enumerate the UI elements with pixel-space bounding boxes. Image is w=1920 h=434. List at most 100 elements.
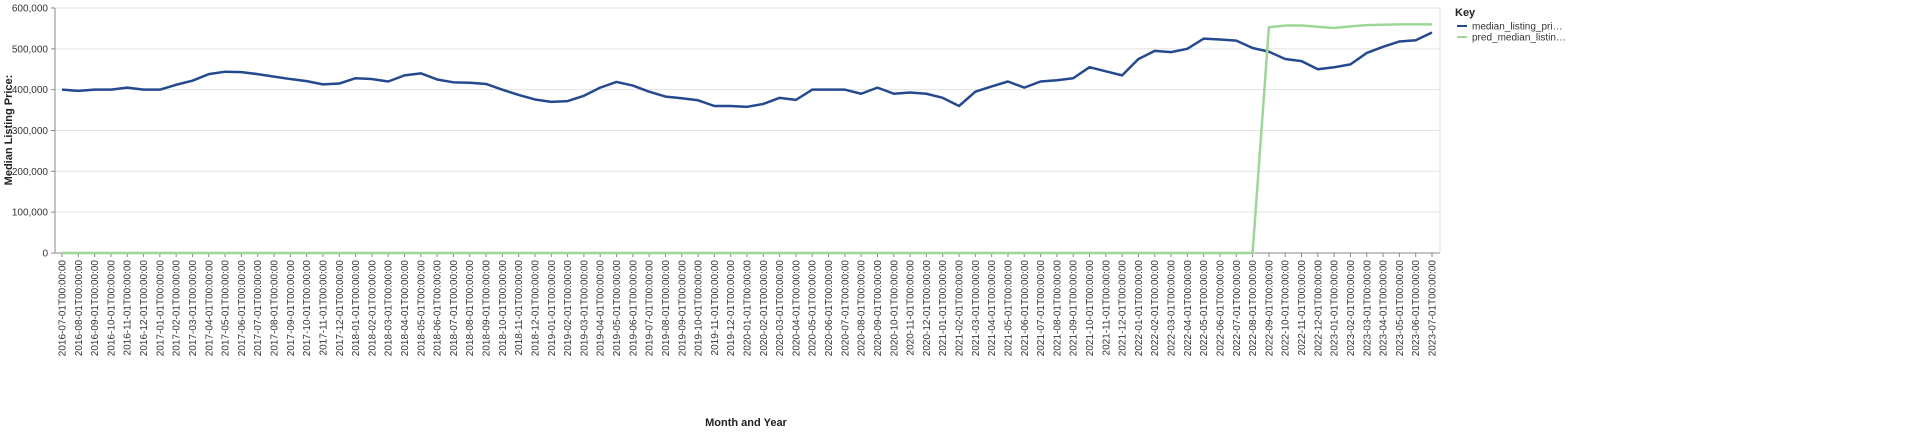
x-tick-label: 2018-05-01T00:00:00 bbox=[416, 260, 427, 357]
x-tick-label: 2021-12-01T00:00:00 bbox=[1118, 260, 1129, 357]
x-tick-label: 2018-06-01T00:00:00 bbox=[433, 260, 444, 357]
x-tick-label: 2017-08-01T00:00:00 bbox=[270, 260, 281, 357]
x-tick-label: 2021-08-01T00:00:00 bbox=[1052, 260, 1063, 357]
x-tick-label: 2020-09-01T00:00:00 bbox=[873, 260, 884, 357]
x-tick-label: 2021-05-01T00:00:00 bbox=[1003, 260, 1014, 357]
y-tick-label: 100,000 bbox=[12, 208, 49, 219]
x-tick-label: 2018-02-01T00:00:00 bbox=[367, 260, 378, 357]
x-tick-label: 2018-04-01T00:00:00 bbox=[400, 260, 411, 357]
x-tick-label: 2021-04-01T00:00:00 bbox=[987, 260, 998, 357]
x-tick-label: 2019-03-01T00:00:00 bbox=[579, 260, 590, 357]
x-tick-label: 2020-08-01T00:00:00 bbox=[857, 260, 868, 357]
y-axis-title: Median Listing Price: bbox=[3, 75, 15, 186]
x-tick-label: 2020-12-01T00:00:00 bbox=[922, 260, 933, 357]
x-tick-label: 2022-08-01T00:00:00 bbox=[1248, 260, 1259, 357]
line-series bbox=[62, 23, 1432, 255]
y-tick-label: 500,000 bbox=[12, 44, 49, 55]
x-tick-label: 2017-04-01T00:00:00 bbox=[204, 260, 215, 357]
x-tick-label: 2019-01-01T00:00:00 bbox=[547, 260, 558, 357]
x-tick-label: 2016-08-01T00:00:00 bbox=[74, 260, 85, 357]
x-tick-label: 2020-10-01T00:00:00 bbox=[889, 260, 900, 357]
x-tick-label: 2016-09-01T00:00:00 bbox=[90, 260, 101, 357]
x-tick-label: 2018-01-01T00:00:00 bbox=[351, 260, 362, 357]
x-tick-label: 2022-01-01T00:00:00 bbox=[1134, 260, 1145, 357]
x-tick-label: 2023-03-01T00:00:00 bbox=[1362, 260, 1373, 357]
x-axis-title: Month and Year bbox=[705, 417, 787, 429]
y-tick-label: 400,000 bbox=[12, 85, 49, 96]
x-tick-label: 2017-02-01T00:00:00 bbox=[172, 260, 183, 357]
x-tick-label: 2019-04-01T00:00:00 bbox=[596, 260, 607, 357]
x-tick-label: 2023-01-01T00:00:00 bbox=[1330, 260, 1341, 357]
legend-title: Key bbox=[1455, 7, 1476, 19]
x-tick-label: 2023-07-01T00:00:00 bbox=[1428, 260, 1439, 357]
x-tick-label: 2017-10-01T00:00:00 bbox=[302, 260, 313, 357]
x-tick-label: 2020-07-01T00:00:00 bbox=[840, 260, 851, 357]
y-tick-label: 200,000 bbox=[12, 167, 49, 178]
x-tick-label: 2019-09-01T00:00:00 bbox=[677, 260, 688, 357]
x-tick-label: 2022-12-01T00:00:00 bbox=[1313, 260, 1324, 357]
x-tick-label: 2020-02-01T00:00:00 bbox=[759, 260, 770, 357]
x-tick-label: 2021-06-01T00:00:00 bbox=[1020, 260, 1031, 357]
x-tick-label: 2019-06-01T00:00:00 bbox=[628, 260, 639, 357]
x-tick-label: 2023-06-01T00:00:00 bbox=[1411, 260, 1422, 357]
x-tick-label: 2020-03-01T00:00:00 bbox=[775, 260, 786, 357]
x-tick-label: 2022-02-01T00:00:00 bbox=[1150, 260, 1161, 357]
x-tick-label: 2020-06-01T00:00:00 bbox=[824, 260, 835, 357]
x-tick-label: 2023-04-01T00:00:00 bbox=[1379, 260, 1390, 357]
y-tick-label: 0 bbox=[42, 249, 48, 260]
x-tick-label: 2021-09-01T00:00:00 bbox=[1069, 260, 1080, 357]
x-tick-label: 2019-12-01T00:00:00 bbox=[726, 260, 737, 357]
x-tick-label: 2017-09-01T00:00:00 bbox=[286, 260, 297, 357]
x-tick-label: 2016-07-01T00:00:00 bbox=[58, 260, 69, 357]
x-tick-label: 2018-12-01T00:00:00 bbox=[530, 260, 541, 357]
x-tick-label: 2023-02-01T00:00:00 bbox=[1346, 260, 1357, 357]
x-tick-label: 2021-10-01T00:00:00 bbox=[1085, 260, 1096, 357]
x-tick-label: 2018-11-01T00:00:00 bbox=[514, 260, 525, 356]
x-tick-label: 2021-02-01T00:00:00 bbox=[955, 260, 966, 357]
x-tick-label: 2019-07-01T00:00:00 bbox=[645, 260, 656, 357]
x-tick-label: 2022-03-01T00:00:00 bbox=[1167, 260, 1178, 357]
x-tick-label: 2020-11-01T00:00:00 bbox=[906, 260, 917, 356]
x-tick-label: 2021-07-01T00:00:00 bbox=[1036, 260, 1047, 357]
x-tick-label: 2017-07-01T00:00:00 bbox=[253, 260, 264, 357]
x-tick-label: 2017-05-01T00:00:00 bbox=[221, 260, 232, 357]
x-tick-label: 2023-05-01T00:00:00 bbox=[1395, 260, 1406, 357]
x-tick-label: 2017-12-01T00:00:00 bbox=[335, 260, 346, 357]
x-tick-label: 2018-08-01T00:00:00 bbox=[465, 260, 476, 357]
x-tick-label: 2019-02-01T00:00:00 bbox=[563, 260, 574, 357]
x-tick-label: 2018-09-01T00:00:00 bbox=[482, 260, 493, 357]
x-tick-label: 2022-11-01T00:00:00 bbox=[1297, 260, 1308, 356]
x-tick-label: 2017-11-01T00:00:00 bbox=[318, 260, 329, 356]
x-tick-label: 2016-11-01T00:00:00 bbox=[123, 260, 134, 356]
x-tick-label: 2021-11-01T00:00:00 bbox=[1101, 260, 1112, 356]
x-tick-label: 2019-08-01T00:00:00 bbox=[661, 260, 672, 357]
x-tick-label: 2018-03-01T00:00:00 bbox=[384, 260, 395, 357]
x-tick-label: 2020-04-01T00:00:00 bbox=[791, 260, 802, 357]
y-tick-label: 300,000 bbox=[12, 126, 49, 137]
x-tick-label: 2022-06-01T00:00:00 bbox=[1215, 260, 1226, 357]
x-tick-label: 2017-06-01T00:00:00 bbox=[237, 260, 248, 357]
x-tick-label: 2016-10-01T00:00:00 bbox=[106, 260, 117, 357]
x-tick-label: 2022-04-01T00:00:00 bbox=[1183, 260, 1194, 357]
x-tick-label: 2016-12-01T00:00:00 bbox=[139, 260, 150, 357]
x-tick-label: 2019-10-01T00:00:00 bbox=[694, 260, 705, 357]
x-tick-label: 2021-01-01T00:00:00 bbox=[938, 260, 949, 357]
x-tick-label: 2019-05-01T00:00:00 bbox=[612, 260, 623, 357]
x-tick-label: 2022-10-01T00:00:00 bbox=[1281, 260, 1292, 357]
x-tick-label: 2022-09-01T00:00:00 bbox=[1264, 260, 1275, 357]
x-tick-label: 2020-01-01T00:00:00 bbox=[743, 260, 754, 357]
x-tick-label: 2020-05-01T00:00:00 bbox=[808, 260, 819, 357]
x-tick-label: 2022-07-01T00:00:00 bbox=[1232, 260, 1243, 357]
line-series bbox=[61, 31, 1433, 109]
x-tick-label: 2021-03-01T00:00:00 bbox=[971, 260, 982, 357]
x-tick-label: 2022-05-01T00:00:00 bbox=[1199, 260, 1210, 357]
x-tick-label: 2017-03-01T00:00:00 bbox=[188, 260, 199, 357]
x-tick-label: 2019-11-01T00:00:00 bbox=[710, 260, 721, 356]
x-tick-label: 2017-01-01T00:00:00 bbox=[155, 260, 166, 357]
legend-label: pred_median_listin… bbox=[1472, 33, 1566, 44]
legend-label: median_listing_pri… bbox=[1472, 22, 1563, 33]
x-tick-label: 2018-07-01T00:00:00 bbox=[449, 260, 460, 357]
x-tick-label: 2018-10-01T00:00:00 bbox=[498, 260, 509, 357]
y-tick-label: 600,000 bbox=[12, 4, 49, 15]
